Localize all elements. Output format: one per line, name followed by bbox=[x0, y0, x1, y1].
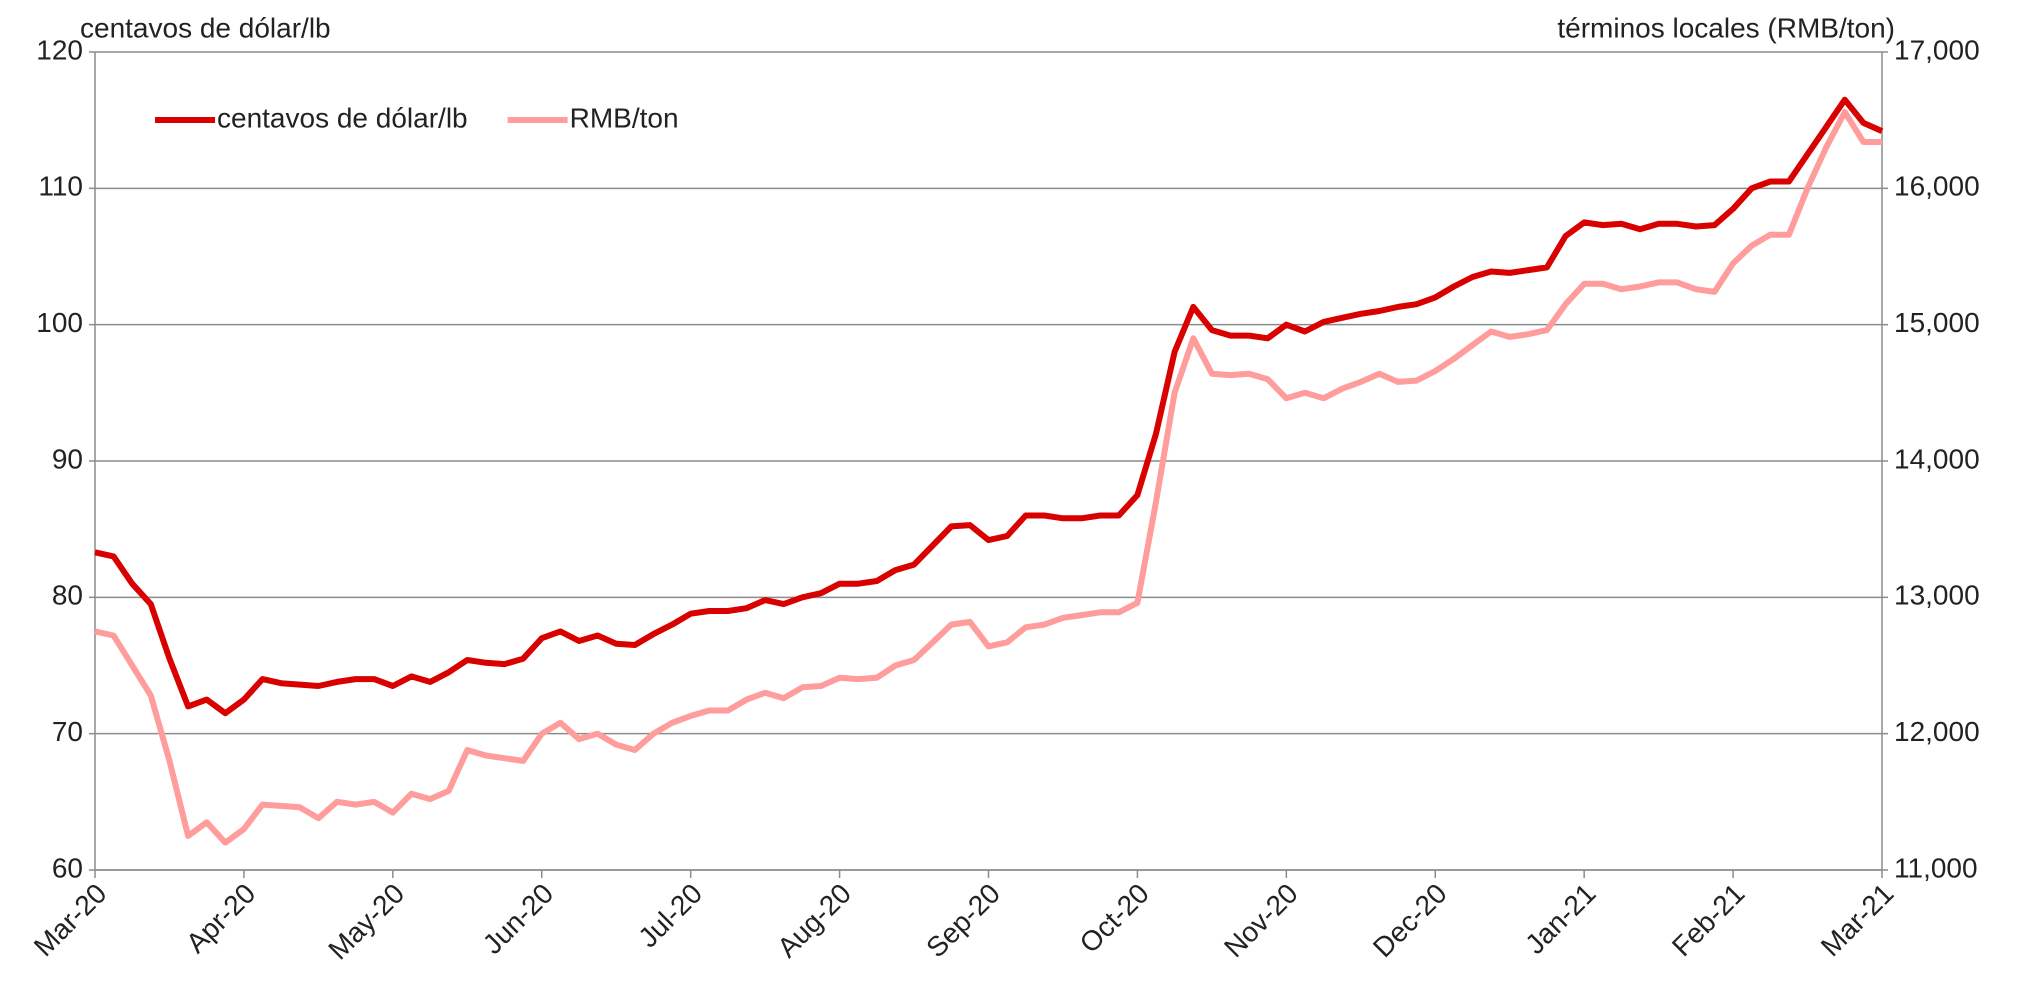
y2-axis-title: términos locales (RMB/ton) bbox=[1557, 12, 1895, 43]
x-tick-label: Oct-20 bbox=[1074, 878, 1155, 959]
line-series bbox=[94, 109, 1882, 846]
x-tick-label: Mar-21 bbox=[1815, 878, 1900, 963]
line-series bbox=[94, 96, 1884, 717]
x-tick-label: Apr-20 bbox=[180, 878, 261, 959]
x-tick-label: Mar-20 bbox=[28, 878, 113, 963]
x-tick-label: Aug-20 bbox=[771, 878, 857, 964]
y-tick-label: 70 bbox=[52, 716, 83, 747]
y-axis-title: centavos de dólar/lb bbox=[80, 12, 331, 43]
x-tick-label: Dec-20 bbox=[1367, 878, 1453, 964]
y-tick-label: 120 bbox=[36, 34, 83, 65]
x-tick-label: Jul-20 bbox=[632, 878, 708, 954]
y-tick-label: 110 bbox=[38, 171, 83, 202]
y-tick-label: 100 bbox=[36, 307, 83, 338]
legend-label: centavos de dólar/lb bbox=[217, 102, 468, 133]
x-tick-label: Nov-20 bbox=[1218, 878, 1304, 964]
x-tick-label: May-20 bbox=[322, 878, 410, 966]
y2-tick-label: 11,000 bbox=[1894, 852, 1978, 883]
y-tick-label: 60 bbox=[52, 852, 83, 883]
y2-tick-label: 15,000 bbox=[1894, 307, 1980, 338]
x-tick-label: Jun-20 bbox=[477, 878, 559, 960]
y2-tick-label: 17,000 bbox=[1894, 34, 1980, 65]
x-tick-label: Sep-20 bbox=[920, 878, 1006, 964]
x-tick-label: Jan-21 bbox=[1519, 878, 1601, 960]
y2-tick-label: 13,000 bbox=[1894, 580, 1980, 611]
x-tick-label: Feb-21 bbox=[1666, 878, 1751, 963]
y2-tick-label: 14,000 bbox=[1894, 443, 1980, 474]
y-tick-label: 80 bbox=[52, 580, 83, 611]
y-tick-label: 90 bbox=[52, 443, 83, 474]
legend-label: RMB/ton bbox=[570, 102, 679, 133]
y2-tick-label: 16,000 bbox=[1894, 171, 1980, 202]
y2-tick-label: 12,000 bbox=[1894, 716, 1980, 747]
